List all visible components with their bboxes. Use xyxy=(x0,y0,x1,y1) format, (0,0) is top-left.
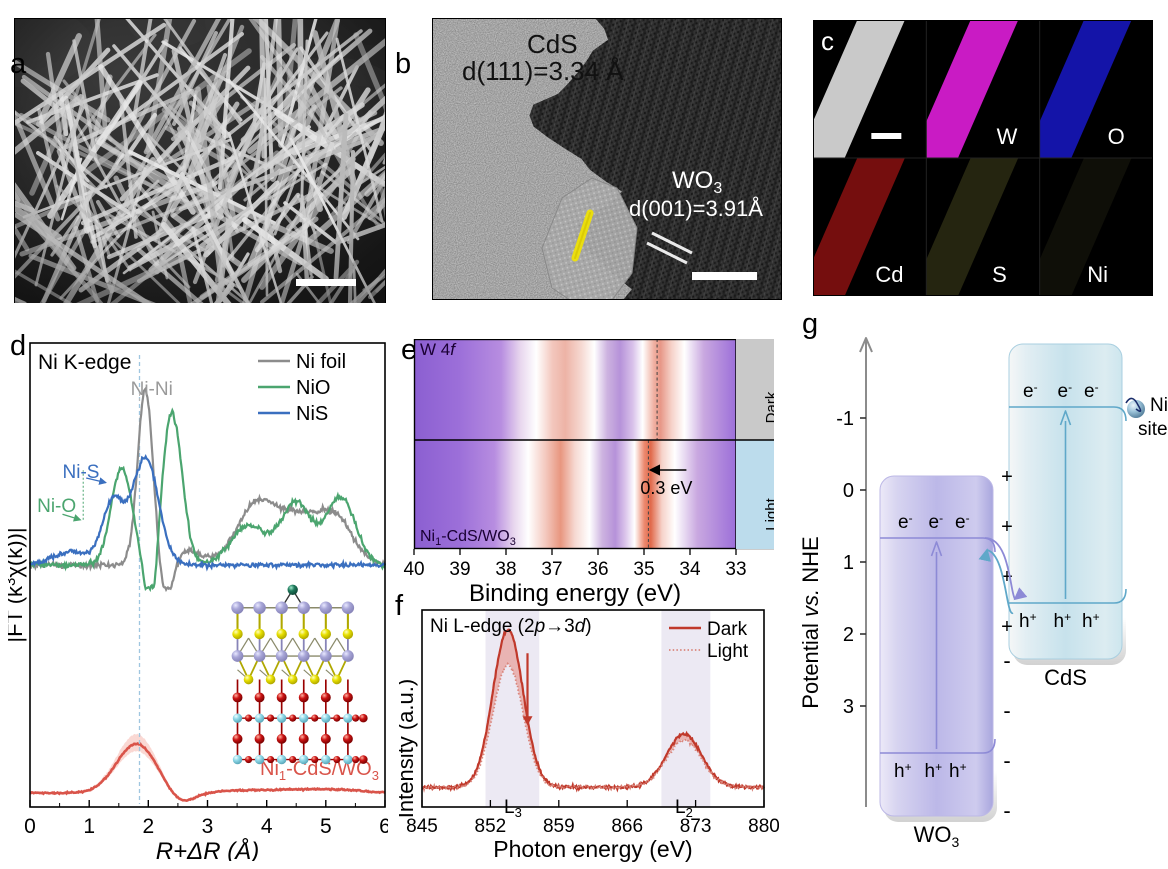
svg-text:1: 1 xyxy=(843,552,854,574)
svg-text:d(001)=3.91Å: d(001)=3.91Å xyxy=(629,196,763,221)
svg-text:3: 3 xyxy=(843,696,854,718)
svg-text:-: - xyxy=(1003,648,1010,673)
svg-text:WO3: WO3 xyxy=(914,822,960,850)
svg-text:Light: Light xyxy=(707,641,749,662)
svg-text:O: O xyxy=(1108,124,1125,149)
svg-text:-1: -1 xyxy=(836,408,854,430)
svg-text:Cd: Cd xyxy=(875,262,903,287)
svg-text:Light: Light xyxy=(763,497,774,530)
svg-text:Ni-O: Ni-O xyxy=(37,496,76,517)
svg-text:0: 0 xyxy=(24,815,36,838)
svg-text:d(111)=3.34 Å: d(111)=3.34 Å xyxy=(462,56,624,86)
svg-text:Ni K-edge: Ni K-edge xyxy=(38,351,131,374)
svg-text:c: c xyxy=(821,26,834,56)
svg-text:880: 880 xyxy=(748,816,779,837)
svg-text:1: 1 xyxy=(83,815,95,838)
svg-text:866: 866 xyxy=(611,816,643,837)
svg-text:+: + xyxy=(1001,516,1013,538)
svg-text:4: 4 xyxy=(261,815,273,838)
svg-text:W: W xyxy=(997,124,1018,149)
svg-text:Ni: Ni xyxy=(1087,262,1108,287)
svg-text:2: 2 xyxy=(142,815,154,838)
svg-text:+: + xyxy=(1001,616,1013,638)
svg-text:+: + xyxy=(1001,466,1013,488)
svg-text:Ni foil: Ni foil xyxy=(296,351,346,373)
svg-text:Dark: Dark xyxy=(763,391,774,423)
svg-text:0: 0 xyxy=(843,480,854,502)
svg-text:Dark: Dark xyxy=(707,619,748,640)
svg-text:site: site xyxy=(1138,419,1168,440)
svg-text:Potential vs. NHE: Potential vs. NHE xyxy=(800,536,823,708)
svg-text:-: - xyxy=(1003,748,1010,773)
svg-text:CdS: CdS xyxy=(1044,665,1087,690)
svg-text:S: S xyxy=(992,262,1007,287)
svg-text:3: 3 xyxy=(202,815,214,838)
svg-text:NiO: NiO xyxy=(296,377,330,399)
svg-text:-: - xyxy=(1003,798,1010,823)
svg-text:CdS: CdS xyxy=(527,29,578,59)
svg-text:Intensity (a.u.): Intensity (a.u.) xyxy=(399,679,418,818)
svg-text:6: 6 xyxy=(379,815,388,838)
svg-text:Ni: Ni xyxy=(1150,395,1168,416)
svg-text:W 4f: W 4f xyxy=(420,340,457,359)
svg-text:Ni L-edge (2p→3d): Ni L-edge (2p→3d) xyxy=(430,616,592,637)
svg-text:5: 5 xyxy=(320,815,332,838)
svg-text:873: 873 xyxy=(680,816,712,837)
svg-text:Photon energy (eV): Photon energy (eV) xyxy=(493,836,692,862)
svg-text:-: - xyxy=(1003,698,1010,723)
svg-text:859: 859 xyxy=(543,816,575,837)
svg-text:R+ΔR (Å): R+ΔR (Å) xyxy=(156,837,259,861)
svg-text:NiS: NiS xyxy=(296,403,328,425)
svg-text:2: 2 xyxy=(843,624,854,646)
svg-text:Ni-Ni: Ni-Ni xyxy=(131,379,173,400)
svg-text:852: 852 xyxy=(475,816,507,837)
svg-text:g: g xyxy=(802,308,818,340)
svg-text:0.3 eV: 0.3 eV xyxy=(640,478,692,498)
